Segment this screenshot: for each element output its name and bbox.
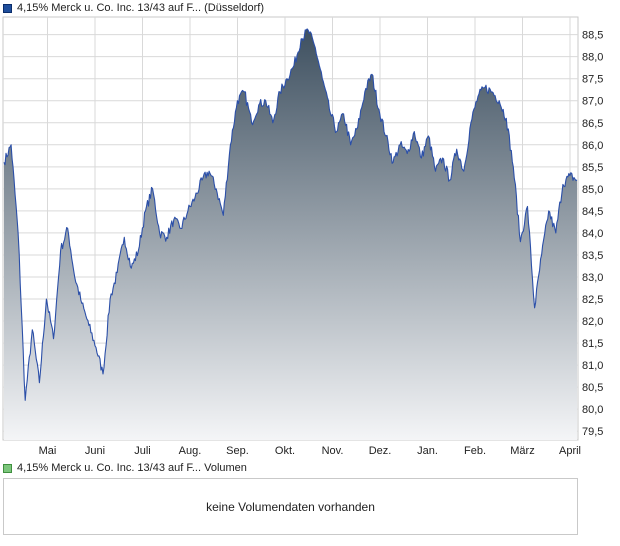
y-tick-label: 85,0	[582, 184, 603, 196]
x-tick-label: Sep.	[226, 445, 249, 457]
x-tick-label: Nov.	[322, 445, 344, 457]
x-tick-label: Feb.	[464, 445, 486, 457]
y-tick-label: 83,5	[582, 250, 603, 262]
y-tick-label: 87,5	[582, 74, 603, 86]
y-tick-label: 86,5	[582, 118, 603, 130]
x-tick-label: Juni	[85, 445, 105, 457]
y-tick-label: 81,0	[582, 360, 603, 372]
y-tick-label: 82,5	[582, 294, 603, 306]
x-tick-label: April	[559, 445, 581, 457]
x-tick-label: Jan.	[417, 445, 438, 457]
x-tick-label: Dez.	[369, 445, 392, 457]
y-tick-label: 87,0	[582, 96, 603, 108]
y-tick-label: 80,5	[582, 382, 603, 394]
volume-legend-label: 4,15% Merck u. Co. Inc. 13/43 auf F... V…	[17, 462, 247, 474]
x-axis-labels: Mai Juni Juli Aug. Sep. Okt. Nov. Dez. Jan. Feb. M…	[39, 445, 581, 457]
x-tick-label: Okt.	[275, 445, 295, 457]
y-tick-label: 86,0	[582, 140, 603, 152]
x-tick-label: März	[510, 445, 534, 457]
y-tick-label: 83,0	[582, 272, 603, 284]
volume-legend: 4,15% Merck u. Co. Inc. 13/43 auf F... V…	[3, 461, 247, 475]
price-legend: 4,15% Merck u. Co. Inc. 13/43 auf F... (…	[3, 1, 264, 15]
x-tick-label: Mai	[39, 445, 57, 457]
y-tick-label: 88,5	[582, 30, 603, 42]
volume-empty-message: keine Volumendaten vorhanden	[206, 499, 375, 514]
price-area	[4, 28, 577, 441]
price-legend-swatch	[3, 3, 12, 13]
x-tick-label: Aug.	[179, 445, 202, 457]
y-tick-label: 84,5	[582, 206, 603, 218]
price-legend-label: 4,15% Merck u. Co. Inc. 13/43 auf F... (…	[17, 2, 264, 14]
y-tick-label: 85,5	[582, 162, 603, 174]
y-tick-label: 84,0	[582, 228, 603, 240]
price-line	[3, 28, 578, 401]
x-tick-label: Juli	[134, 445, 151, 457]
y-tick-label: 82,0	[582, 316, 603, 328]
volume-legend-swatch	[3, 463, 12, 473]
volume-panel: keine Volumendaten vorhanden	[3, 478, 578, 535]
y-tick-label: 88,0	[582, 52, 603, 64]
y-axis-labels: 79,5 80,0 80,5 81,0 81,5 82,0 82,5 83,0 83,5 84,0…	[582, 30, 603, 439]
y-tick-label: 79,5	[582, 426, 603, 438]
y-tick-label: 80,0	[582, 404, 603, 416]
price-chart: 79,5 80,0 80,5 81,0 81,5 82,0 82,5 83,0 83,5 84,0…	[2, 16, 603, 457]
y-tick-label: 81,5	[582, 338, 603, 350]
